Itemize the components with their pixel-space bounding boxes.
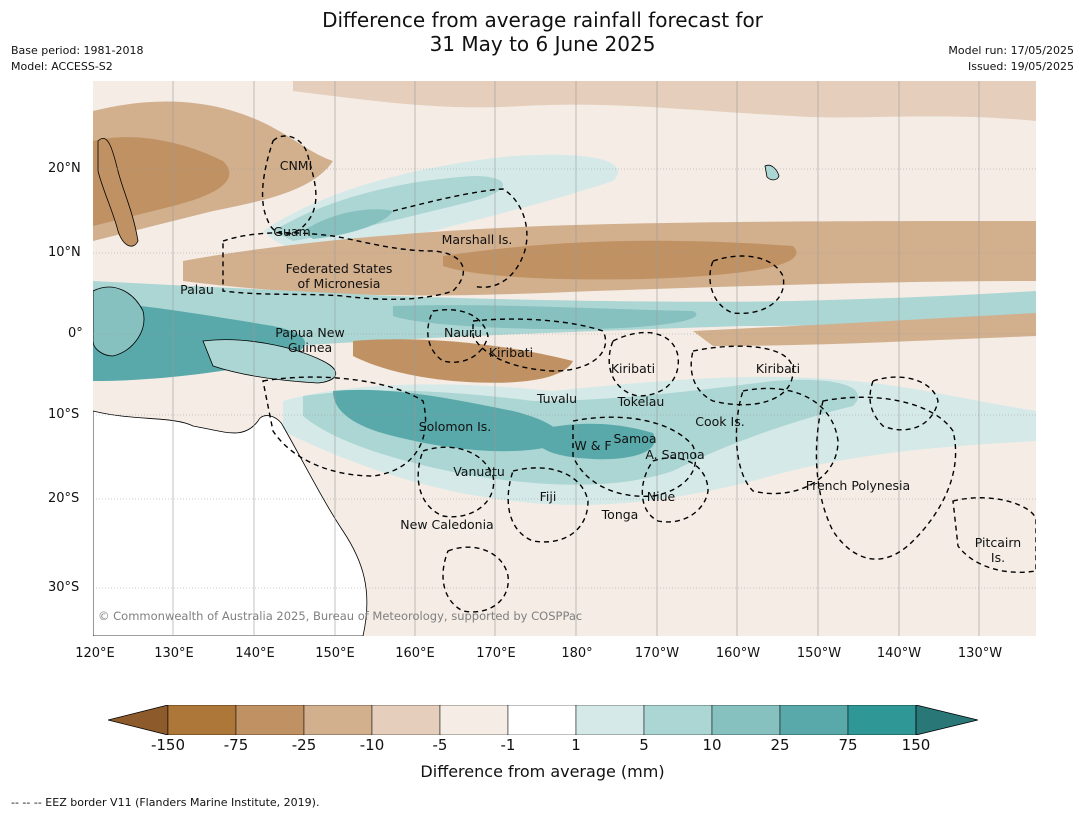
region-label-vanuatu: Vanuatu bbox=[453, 464, 505, 479]
region-labels: CNMI Guam Marshall Is. Federated States … bbox=[180, 158, 1021, 565]
model-text: Model: ACCESS-S2 bbox=[11, 60, 113, 73]
gridlines bbox=[93, 81, 1036, 636]
region-label-marshall: Marshall Is. bbox=[442, 232, 513, 247]
colorbar-tick-label: 10 bbox=[702, 736, 722, 754]
colorbar-tick-label: 1 bbox=[571, 736, 581, 754]
region-label-png-2: Guinea bbox=[288, 340, 332, 355]
colorbar-swatch bbox=[711, 705, 781, 735]
colorbar-swatch bbox=[575, 705, 645, 735]
lon-label-160e: 160°E bbox=[395, 646, 435, 661]
wet-band-north-core bbox=[303, 209, 393, 239]
lon-label-150e: 150°E bbox=[315, 646, 355, 661]
lon-label-160w: 160°W bbox=[715, 646, 761, 661]
map-title-line1: Difference from average rainfall forecas… bbox=[322, 8, 763, 32]
lon-label-130e: 130°E bbox=[154, 646, 194, 661]
region-label-new-caledonia: New Caledonia bbox=[400, 517, 493, 532]
hawaii-land bbox=[764, 164, 780, 181]
map-title-line2: 31 May to 6 June 2025 bbox=[429, 32, 656, 56]
colorbar-tick-label: -25 bbox=[291, 736, 317, 754]
colorbar-tick-label: 25 bbox=[770, 736, 790, 754]
region-label-cnmi: CNMI bbox=[280, 158, 313, 173]
region-label-cook: Cook Is. bbox=[695, 414, 744, 429]
region-label-pitcairn-2: Is. bbox=[991, 550, 1005, 565]
dry-area-png-east bbox=[353, 339, 573, 383]
meta-right: Model run: 17/05/2025 Issued: 19/05/2025 bbox=[948, 43, 1074, 75]
colorbar-label: Difference from average (mm) bbox=[420, 762, 665, 781]
colorbar bbox=[108, 705, 978, 735]
region-label-guam: Guam bbox=[273, 224, 310, 239]
colorbar-swatch bbox=[779, 705, 849, 735]
region-label-kiribati-1: Kiribati bbox=[489, 345, 533, 360]
colorbar-tick-label: -5 bbox=[432, 736, 448, 754]
region-label-wf: W & F bbox=[574, 438, 611, 453]
region-label-fsm-2: of Micronesia bbox=[298, 276, 381, 291]
region-label-tonga: Tonga bbox=[601, 507, 639, 522]
colorbar-swatch bbox=[235, 705, 305, 735]
lon-label-170e: 170°E bbox=[476, 646, 516, 661]
colorbar-swatch bbox=[303, 705, 373, 735]
colorbar-tick-label: -75 bbox=[223, 736, 249, 754]
colorbar-extend-low bbox=[108, 705, 169, 735]
region-label-pitcairn-1: Pitcairn bbox=[975, 535, 1021, 550]
lon-label-180: 180° bbox=[561, 646, 593, 661]
region-label-png-1: Papua New bbox=[275, 325, 344, 340]
model-run-text: Model run: 17/05/2025 bbox=[948, 44, 1074, 57]
lat-label-20n: 20°N bbox=[48, 161, 81, 176]
region-label-niue: Niue bbox=[647, 489, 676, 504]
borneo-land bbox=[93, 286, 145, 357]
lat-label-10n: 10°N bbox=[48, 245, 81, 260]
colorbar-tick-label: 5 bbox=[639, 736, 649, 754]
eez-borders bbox=[222, 135, 1036, 613]
region-label-nauru: Nauru bbox=[444, 325, 482, 340]
lon-label-140w: 140°W bbox=[876, 646, 922, 661]
colorbar-tick-label: 75 bbox=[838, 736, 858, 754]
spcz-core bbox=[333, 389, 561, 452]
region-label-fiji: Fiji bbox=[540, 489, 557, 504]
wet-band-equator-mid bbox=[393, 305, 697, 330]
region-label-fsm-1: Federated States bbox=[286, 261, 393, 276]
colorbar-tick-label: -150 bbox=[150, 736, 186, 754]
new-guinea-land bbox=[202, 339, 336, 384]
lon-label-120e: 120°E bbox=[75, 646, 115, 661]
colorbar-swatch bbox=[371, 705, 441, 735]
colorbar-swatch bbox=[439, 705, 509, 735]
philippines-land bbox=[97, 138, 139, 247]
dry-band-7n-core bbox=[443, 240, 797, 280]
lon-label-170w: 170°W bbox=[634, 646, 680, 661]
colorbar-extend-high bbox=[915, 705, 978, 735]
colorbar-swatch bbox=[507, 705, 577, 735]
region-label-tuvalu: Tuvalu bbox=[536, 391, 577, 406]
colorbar-swatch bbox=[847, 705, 917, 735]
base-period-text: Base period: 1981-2018 bbox=[11, 44, 144, 57]
dry-area-top bbox=[293, 81, 1036, 121]
australia-land bbox=[93, 410, 368, 636]
colorbar-tick-label: -10 bbox=[359, 736, 385, 754]
copyright-credit: © Commonwealth of Australia 2025, Bureau… bbox=[98, 609, 583, 623]
footer-eez-note: -- -- -- EEZ border V11 (Flanders Marine… bbox=[11, 796, 320, 809]
lon-label-140e: 140°E bbox=[235, 646, 275, 661]
colorbar-tick-label: -1 bbox=[500, 736, 516, 754]
issued-text: Issued: 19/05/2025 bbox=[967, 60, 1074, 73]
lon-label-130w: 130°W bbox=[957, 646, 1003, 661]
lat-label-10s: 10°S bbox=[48, 407, 80, 422]
rainfall-map: CNMI Guam Marshall Is. Federated States … bbox=[93, 81, 1036, 636]
meta-left: Base period: 1981-2018 Model: ACCESS-S2 bbox=[11, 43, 143, 75]
region-label-solomon: Solomon Is. bbox=[419, 419, 492, 434]
lon-label-150w: 150°W bbox=[796, 646, 842, 661]
lat-label-30s: 30°S bbox=[48, 580, 80, 595]
region-label-palau: Palau bbox=[180, 282, 214, 297]
region-label-kiribati-3: Kiribati bbox=[756, 361, 800, 376]
lat-label-20s: 20°S bbox=[48, 491, 80, 506]
dry-band-equator-east bbox=[693, 313, 1036, 346]
lat-label-0: 0° bbox=[68, 326, 83, 341]
region-label-kiribati-2: Kiribati bbox=[611, 361, 655, 376]
region-label-tokelau: Tokelau bbox=[617, 394, 665, 409]
spcz-core-east bbox=[533, 423, 655, 460]
colorbar-swatch bbox=[167, 705, 237, 735]
colorbar-tick-label: 150 bbox=[901, 736, 931, 754]
region-label-french-polynesia: French Polynesia bbox=[806, 478, 910, 493]
colorbar-swatch bbox=[643, 705, 713, 735]
region-label-samoa: Samoa bbox=[613, 431, 656, 446]
region-label-american-samoa: A. Samoa bbox=[645, 447, 704, 462]
